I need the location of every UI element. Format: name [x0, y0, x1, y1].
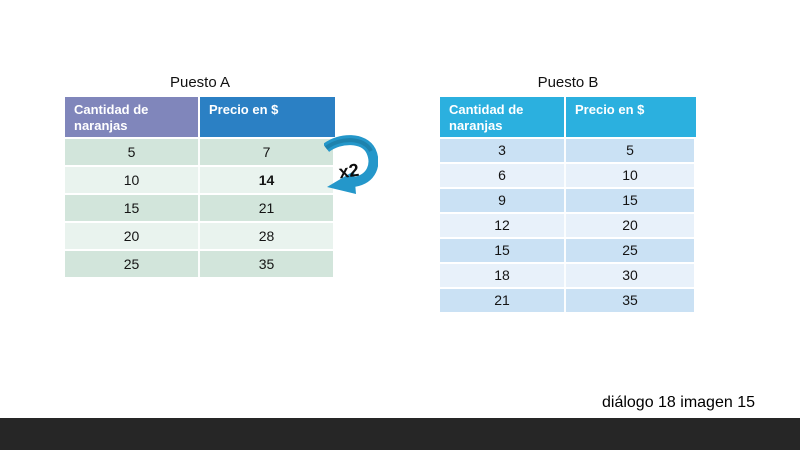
x2-multiplier-arrow: x2	[322, 134, 379, 198]
cell-precio-highlighted: 14	[198, 167, 333, 193]
table-row: 25 35	[65, 251, 335, 277]
table-row: 5 7	[65, 139, 335, 165]
cell-precio: 28	[198, 223, 333, 249]
cell-cantidad: 25	[65, 251, 198, 277]
puesto-a-body: 5 7 10 14 15 21 20 28 25 35	[65, 139, 335, 277]
cell-cantidad: 12	[440, 214, 564, 237]
cell-precio: 21	[198, 195, 333, 221]
puesto-b-table: Puesto B Cantidad de naranjas Precio en …	[440, 74, 696, 314]
cell-cantidad: 3	[440, 139, 564, 162]
table-row: 20 28	[65, 223, 335, 249]
cell-cantidad: 15	[65, 195, 198, 221]
cell-cantidad: 21	[440, 289, 564, 312]
table-row: 9 15	[440, 189, 696, 212]
puesto-a-header-row: Cantidad de naranjas Precio en $	[65, 97, 335, 137]
cell-precio: 25	[564, 239, 694, 262]
cell-precio: 35	[564, 289, 694, 312]
slide-caption: diálogo 18 imagen 15	[601, 394, 755, 411]
cell-precio: 20	[564, 214, 694, 237]
cell-precio: 15	[564, 189, 694, 212]
puesto-b-body: 3 5 6 10 9 15 12 20 15 25 18 30	[440, 139, 696, 312]
table-row: 3 5	[440, 139, 696, 162]
cell-cantidad: 18	[440, 264, 564, 287]
curved-arrow-icon: x2	[322, 135, 379, 194]
cell-precio: 10	[564, 164, 694, 187]
puesto-b-header-row: Cantidad de naranjas Precio en $	[440, 97, 696, 137]
cell-cantidad: 5	[65, 139, 198, 165]
puesto-a-title: Puesto A	[169, 74, 231, 91]
cell-precio: 30	[564, 264, 694, 287]
letterbox-bar	[0, 418, 800, 450]
puesto-b-title: Puesto B	[537, 74, 599, 91]
cell-precio: 35	[198, 251, 333, 277]
cell-precio: 7	[198, 139, 333, 165]
cell-cantidad: 10	[65, 167, 198, 193]
table-row: 21 35	[440, 289, 696, 312]
puesto-a-table: Puesto A Cantidad de naranjas Precio en …	[65, 74, 335, 279]
table-row: 12 20	[440, 214, 696, 237]
cell-cantidad: 6	[440, 164, 564, 187]
table-row: 6 10	[440, 164, 696, 187]
cell-cantidad: 9	[440, 189, 564, 212]
x2-label: x2	[338, 160, 361, 183]
table-row: 10 14	[65, 167, 335, 193]
puesto-a-header-precio: Precio en $	[200, 97, 335, 137]
table-row: 15 21	[65, 195, 335, 221]
table-row: 15 25	[440, 239, 696, 262]
puesto-a-header-cantidad: Cantidad de naranjas	[65, 97, 198, 137]
puesto-b-header-cantidad: Cantidad de naranjas	[440, 97, 564, 137]
puesto-b-header-precio: Precio en $	[566, 97, 696, 137]
table-row: 18 30	[440, 264, 696, 287]
cell-cantidad: 20	[65, 223, 198, 249]
cell-precio: 5	[564, 139, 694, 162]
cell-cantidad: 15	[440, 239, 564, 262]
